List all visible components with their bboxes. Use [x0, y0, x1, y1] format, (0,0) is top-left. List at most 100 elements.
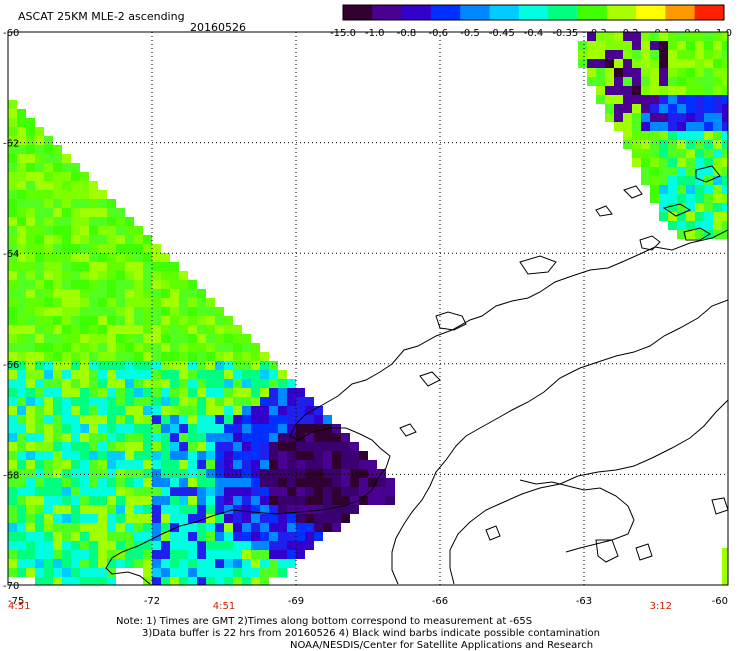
swath-cell	[44, 550, 53, 559]
swath-cell	[641, 122, 650, 131]
swath-cell	[641, 176, 650, 185]
swath-cell	[179, 478, 188, 487]
swath-cell	[152, 451, 161, 460]
swath-cell	[107, 451, 116, 460]
swath-cell	[89, 316, 98, 325]
swath-cell	[623, 86, 632, 95]
swath-cell	[71, 550, 80, 559]
swath-cell	[8, 298, 17, 307]
swath-cell	[686, 77, 695, 86]
swath-cell	[71, 235, 80, 244]
swath-cell	[53, 541, 62, 550]
swath-cell	[188, 343, 197, 352]
swath-cell	[188, 397, 197, 406]
swath-cell	[62, 307, 71, 316]
swath-cell	[659, 158, 668, 167]
swath-cell	[197, 541, 206, 550]
swath-cell	[314, 424, 323, 433]
swath-cell	[596, 41, 605, 50]
swath-cell	[224, 316, 233, 325]
swath-cell	[614, 95, 623, 104]
swath-cell	[704, 68, 713, 77]
swath-cell	[722, 221, 728, 230]
swath-cell	[89, 298, 98, 307]
swath-cell	[296, 487, 305, 496]
swath-cell	[8, 163, 17, 172]
swath-cell	[134, 352, 143, 361]
swath-cell	[143, 451, 152, 460]
swath-cell	[80, 532, 89, 541]
swath-cell	[80, 424, 89, 433]
swath-cell	[161, 460, 170, 469]
swath-cell	[224, 361, 233, 370]
swath-cell	[332, 433, 341, 442]
swath-cell	[80, 343, 89, 352]
swath-cell	[143, 235, 152, 244]
swath-cell	[170, 532, 179, 541]
swath-cell	[668, 167, 677, 176]
swath-cell	[125, 406, 134, 415]
swath-cell	[641, 59, 650, 68]
swath-cell	[206, 505, 215, 514]
swath-cell	[206, 559, 215, 568]
swath-cell	[134, 280, 143, 289]
swath-cell	[170, 289, 179, 298]
swath-cell	[377, 478, 386, 487]
swath-cell	[650, 140, 659, 149]
swath-cell	[314, 415, 323, 424]
swath-cell	[296, 532, 305, 541]
swath-cell	[614, 68, 623, 77]
swath-cell	[71, 253, 80, 262]
swath-cell	[125, 226, 134, 235]
swath-cell	[695, 221, 704, 230]
swath-cell	[35, 460, 44, 469]
swath-cell	[98, 334, 107, 343]
swath-cell	[8, 154, 17, 163]
swath-cell	[35, 352, 44, 361]
swath-cell	[125, 271, 134, 280]
swath-cell	[659, 122, 668, 131]
swath-cell	[161, 334, 170, 343]
swath-cell	[188, 523, 197, 532]
swath-cell	[98, 541, 107, 550]
swath-cell	[287, 442, 296, 451]
swath-cell	[152, 370, 161, 379]
swath-cell	[71, 280, 80, 289]
swath-cell	[704, 77, 713, 86]
swath-cell	[197, 289, 206, 298]
swath-cell	[251, 550, 260, 559]
swath-cell	[713, 77, 722, 86]
swath-cell	[17, 469, 26, 478]
swath-cell	[35, 136, 44, 145]
swath-cell	[695, 77, 704, 86]
swath-cell	[17, 280, 26, 289]
swath-cell	[215, 325, 224, 334]
swath-cell	[134, 505, 143, 514]
swath-cell	[71, 577, 80, 585]
swath-cell	[713, 113, 722, 122]
swath-cell	[197, 307, 206, 316]
swath-cell	[143, 289, 152, 298]
swath-cell	[215, 496, 224, 505]
swath-cell	[161, 253, 170, 262]
swath-cell	[215, 532, 224, 541]
swath-cell	[287, 478, 296, 487]
swath-cell	[260, 568, 269, 577]
swath-cell	[197, 415, 206, 424]
swath-cell	[722, 158, 728, 167]
swath-cell	[251, 559, 260, 568]
swath-cell	[668, 68, 677, 77]
swath-cell	[134, 460, 143, 469]
swath-cell	[80, 568, 89, 577]
swath-cell	[80, 280, 89, 289]
swath-cell	[206, 361, 215, 370]
swath-cell	[53, 460, 62, 469]
swath-cell	[107, 496, 116, 505]
swath-cell	[53, 343, 62, 352]
swath-cell	[179, 487, 188, 496]
colorbar-label: -1.0	[365, 28, 385, 39]
swath-cell	[659, 113, 668, 122]
swath-cell	[116, 550, 125, 559]
swath-cell	[296, 424, 305, 433]
swath-cell	[269, 514, 278, 523]
